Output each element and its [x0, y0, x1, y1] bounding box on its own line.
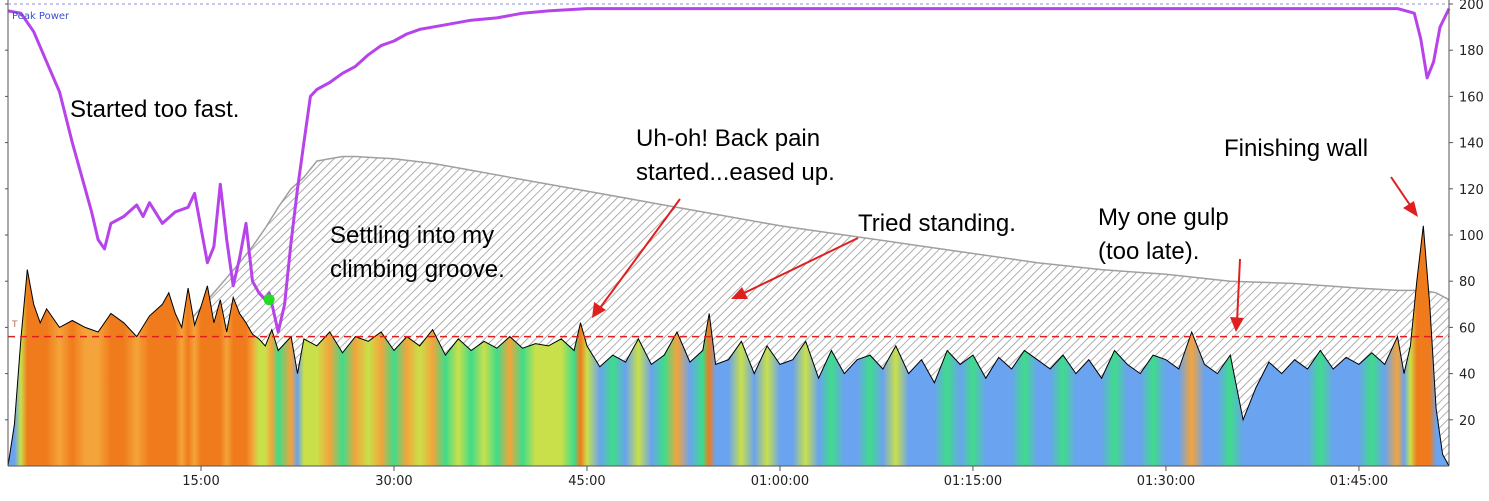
y-tick-label: 100 — [1459, 229, 1484, 244]
x-tick-label: 01:15:00 — [944, 474, 1002, 489]
arrow-finishing-wall — [1390, 176, 1418, 217]
y-tick-label: 80 — [1459, 275, 1476, 290]
y-tick-label: 200 — [1459, 0, 1484, 13]
legend-peak-power: Peak Power — [12, 11, 70, 22]
arrow-back-pain — [592, 198, 681, 318]
marker-point — [263, 294, 275, 306]
x-tick-label: 30:00 — [375, 474, 412, 489]
annotation-started-too-fast: Started too fast. — [70, 96, 239, 123]
annotation-finishing-wall: Finishing wall — [1224, 135, 1368, 162]
envelope-outline — [7, 155, 1450, 467]
peak-power-line — [7, 7, 1451, 334]
x-tick-label: 15:00 — [182, 474, 219, 489]
y-tick-label: 160 — [1459, 90, 1484, 105]
x-tick-label: 01:00:00 — [751, 474, 809, 489]
peak-power-series — [7, 7, 1451, 334]
annotation-one-gulp: My one gulp (too late). — [1098, 204, 1229, 265]
y-tick-label: 120 — [1459, 183, 1484, 198]
x-axis-ticks: 15:00 30:00 45:00 01:00:00 01:15:00 01:30:00 0… — [182, 466, 1388, 489]
x-tick-label: 01:30:00 — [1137, 474, 1195, 489]
y-tick-label: 180 — [1459, 44, 1484, 59]
y-tick-label: 20 — [1459, 414, 1476, 429]
annotation-tried-standing: Tried standing. — [858, 210, 1016, 237]
legend-threshold: T — [11, 320, 18, 330]
x-tick-label: 45:00 — [568, 474, 605, 489]
y-tick-label: 140 — [1459, 137, 1484, 152]
y-tick-label: 40 — [1459, 368, 1476, 383]
y-axis-ticks: 20 40 60 80 100 120 140 160 180 200 — [5, 0, 1484, 429]
marker-dot — [263, 294, 275, 306]
annotation-back-pain: Uh-oh! Back pain started...eased up. — [636, 125, 835, 186]
power-fill — [8, 225, 1449, 466]
x-tick-label: 01:45:00 — [1330, 474, 1388, 489]
power-area — [7, 225, 1450, 467]
power-outline — [7, 225, 1450, 467]
arrow-tried-standing — [731, 237, 859, 299]
y-tick-label: 60 — [1459, 321, 1476, 336]
arrow-one-gulp — [1230, 258, 1244, 332]
annotation-settling: Settling into my climbing groove. — [330, 222, 505, 283]
